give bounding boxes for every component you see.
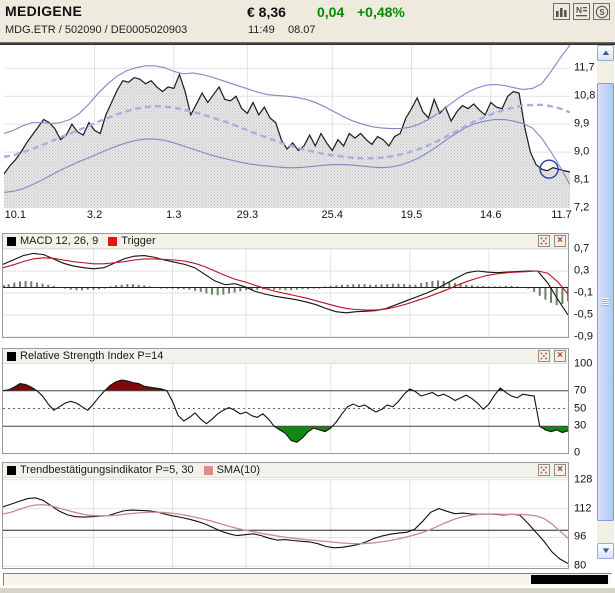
scrollbar-grip-icon (602, 298, 609, 306)
y-tick-label: 50 (574, 401, 587, 414)
macd-panel-header: MACD 12, 26, 9 Trigger × (3, 234, 568, 249)
chevron-down-icon: ▼ (599, 546, 612, 555)
tbi-sma-line (3, 503, 568, 545)
macd-legend-swatch (7, 236, 16, 246)
trigger-legend-swatch (108, 236, 118, 246)
rsi-chart (3, 364, 568, 453)
instrument-name: MEDIGENE (5, 3, 83, 19)
macd-legend-label: MACD 12, 26, 9 (20, 235, 99, 247)
y-tick-label: -0,5 (574, 308, 593, 321)
rsi-legend-swatch (7, 351, 16, 361)
x-tick-label: 11.7 (551, 209, 572, 221)
x-tick-label: 14.6 (480, 209, 502, 221)
y-tick-label: 0 (574, 446, 581, 459)
scroll-up-button[interactable]: ▲ (597, 45, 614, 61)
y-tick-label: 9,9 (574, 117, 590, 130)
svg-text:S: S (599, 8, 605, 17)
trigger-line (3, 257, 568, 311)
bar-chart-icon[interactable] (553, 3, 570, 20)
macd-chart (3, 249, 568, 337)
y-tick-label: -0,1 (574, 286, 593, 299)
y-tick-label: 96 (574, 530, 587, 543)
y-tick-label: 100 (574, 357, 593, 370)
band-upper (4, 45, 570, 135)
macd-panel: MACD 12, 26, 9 Trigger × (2, 233, 569, 338)
price-x-axis-labels: 10.1 3.2 1.3 29.3 25.4 19.5 14.6 11.7 (4, 209, 572, 224)
last-price: € 8,36 (247, 4, 286, 20)
tbi-line (3, 497, 568, 564)
status-bar (0, 587, 615, 593)
y-tick-label: -0,9 (574, 330, 593, 343)
rsi-panel-header: Relative Strength Index P=14 × (3, 349, 568, 364)
trigger-legend-label: Trigger (121, 235, 156, 247)
price (4, 72, 570, 175)
change-percent: +0,48% (357, 4, 405, 20)
y-tick-label: 10,8 (574, 89, 596, 102)
y-tick-label: 80 (574, 559, 587, 572)
trend-panel-buttons: × (538, 464, 566, 476)
panel-properties-button[interactable] (538, 235, 550, 247)
y-tick-label: 9,0 (574, 145, 590, 158)
y-tick-label: 8,1 (574, 173, 590, 186)
trend-panel-header: Trendbestätigungsindikator P=5, 30 SMA(1… (3, 463, 568, 478)
svg-text:N: N (576, 5, 582, 15)
rsi-panel: Relative Strength Index P=14 × (2, 348, 569, 454)
vertical-scrollbar-thumb[interactable] (597, 83, 614, 521)
panel-close-button[interactable]: × (554, 350, 566, 362)
panel-close-button[interactable]: × (554, 464, 566, 476)
change-absolute: 0,04 (317, 4, 345, 20)
x-tick-label: 29.3 (236, 209, 259, 221)
quote-date: 08.07 (288, 24, 316, 36)
y-tick-label: 30 (574, 419, 587, 432)
trend-indicator-panel: Trendbestätigungsindikator P=5, 30 SMA(1… (2, 462, 569, 569)
price-chart (4, 45, 570, 208)
chevron-up-icon: ▲ (599, 48, 612, 57)
rsi-legend-label: Relative Strength Index P=14 (20, 350, 164, 362)
panel-properties-button[interactable] (538, 464, 550, 476)
x-tick-label: 25.4 (321, 209, 343, 221)
sma-legend-label: SMA(10) (216, 464, 260, 476)
rsi-line (3, 379, 568, 443)
s-badge-icon[interactable]: S (593, 3, 610, 20)
y-tick-label: 112 (574, 501, 592, 514)
quote-time: 11:49 (248, 24, 275, 36)
oversold-fill (274, 426, 568, 443)
band-lower (4, 118, 570, 194)
sma-legend-swatch (203, 465, 213, 475)
macd-panel-buttons: × (538, 235, 566, 247)
y-tick-label: 128 (574, 473, 593, 486)
instrument-identifiers: MDG.ETR / 502090 / DE0005020903 (5, 24, 188, 36)
time-range-scrollbar[interactable] (3, 573, 612, 586)
news-icon[interactable]: N (573, 3, 590, 20)
tbi-legend-swatch (7, 465, 16, 475)
trend-indicator-chart (3, 478, 568, 568)
x-tick-label: 1.3 (166, 209, 182, 221)
y-tick-label: 0,7 (574, 242, 590, 255)
quote-header: MEDIGENE MDG.ETR / 502090 / DE0005020903… (0, 0, 615, 42)
price-fill (4, 74, 570, 208)
panel-properties-button[interactable] (538, 350, 550, 362)
vertical-scrollbar[interactable]: ▲ ▼ (597, 45, 614, 559)
tbi-legend-label: Trendbestätigungsindikator P=5, 30 (20, 464, 194, 476)
overbought-fill (3, 380, 504, 391)
last-price-marker (539, 159, 559, 179)
header-divider (0, 42, 615, 45)
rsi-panel-buttons: × (538, 350, 566, 362)
panel-close-button[interactable]: × (554, 235, 566, 247)
y-tick-label: 11,7 (574, 61, 595, 74)
x-tick-label: 10.1 (4, 209, 27, 221)
moving-average-dashed (4, 103, 570, 160)
x-tick-label: 3.2 (86, 209, 103, 221)
macd-line (3, 252, 568, 316)
y-tick-label: 7,2 (574, 201, 590, 214)
header-toolbar: N S (553, 3, 610, 20)
scroll-down-button[interactable]: ▼ (597, 543, 614, 559)
macd-histogram (3, 280, 568, 306)
time-range-thumb[interactable] (531, 575, 608, 584)
y-tick-label: 0,3 (574, 264, 590, 277)
x-tick-label: 19.5 (400, 209, 423, 221)
y-tick-label: 70 (574, 384, 587, 397)
